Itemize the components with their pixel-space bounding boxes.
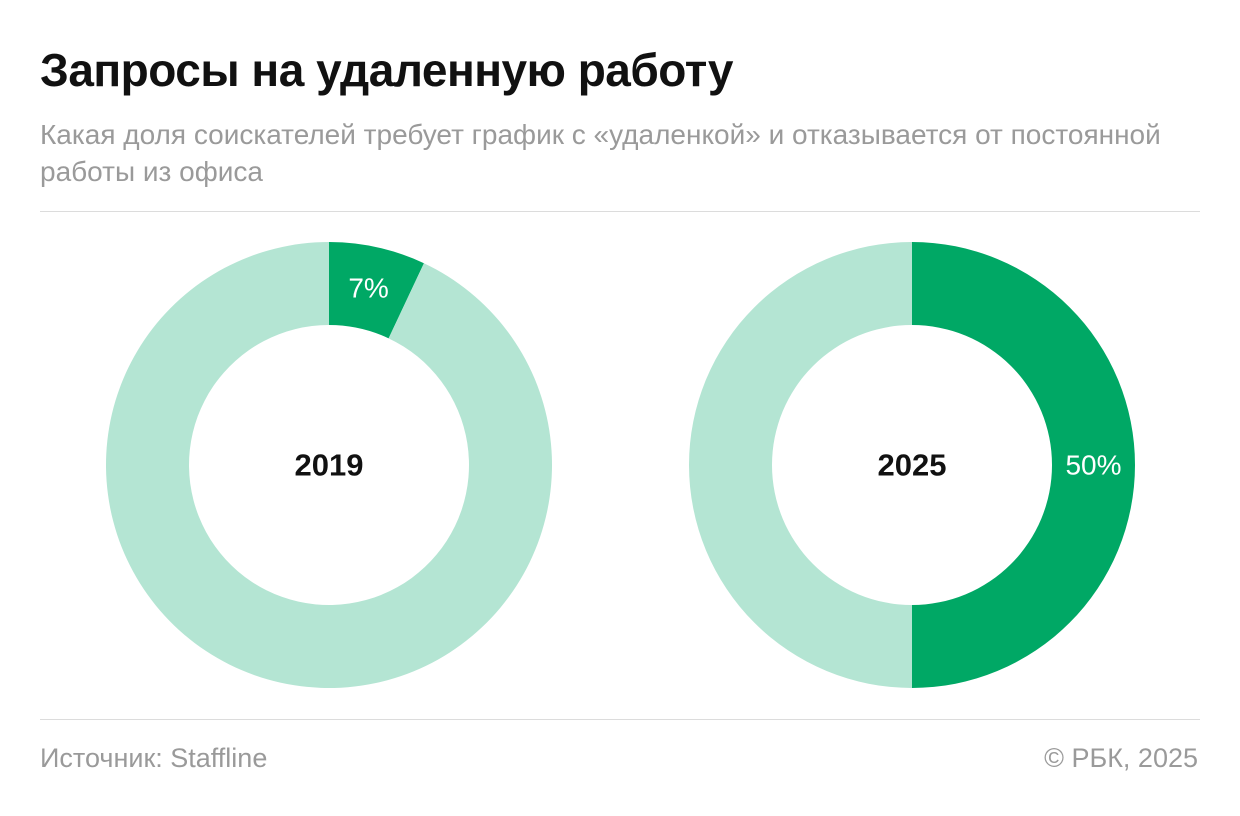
donut-slice-remote — [329, 242, 424, 339]
slice-value-label: 7% — [348, 272, 388, 303]
slice-value-label: 50% — [1065, 450, 1121, 481]
chart-subtitle: Какая доля соискателей требует график с … — [40, 119, 1161, 187]
donut-center-year-label: 2019 — [295, 448, 364, 483]
donut-slice-remote — [912, 242, 1135, 688]
donut-center-year-label: 2025 — [878, 448, 947, 483]
top-divider — [40, 211, 1200, 212]
donut-slice-remainder — [106, 242, 552, 688]
donut-chart-2025: 50% 2025 — [689, 242, 1135, 688]
source-note: Источник: Staffline — [40, 743, 268, 773]
chart-title: Запросы на удаленную работу — [40, 44, 734, 96]
donut-chart-2019: 7% 2019 — [106, 242, 552, 688]
donut-slice-remainder — [689, 242, 912, 688]
copyright-note: © РБК, 2025 — [1044, 743, 1198, 773]
donut-charts-svg: 7% 2019 50% 2025 — [106, 242, 1135, 688]
donut-charts-area: 7% 2019 50% 2025 — [0, 212, 1240, 719]
bottom-divider — [40, 719, 1200, 720]
